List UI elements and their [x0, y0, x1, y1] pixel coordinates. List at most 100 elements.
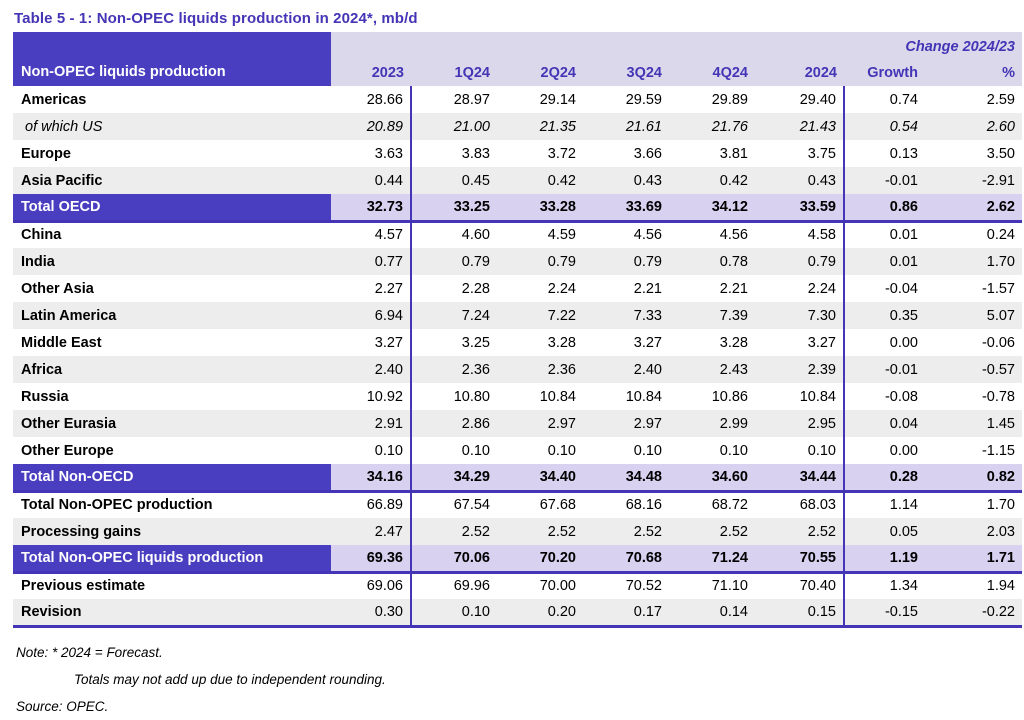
- value-cell: -0.04: [884, 280, 918, 297]
- column-header-3q24: 3Q24: [583, 58, 669, 86]
- column-header-2q24: 2Q24: [497, 58, 583, 86]
- value-cell: 10.84: [539, 388, 576, 405]
- row-label: Total Non-OPEC production: [21, 497, 213, 514]
- value-cell: 33.59: [755, 194, 845, 223]
- value-cell: 2.62: [925, 194, 1022, 223]
- value-cell: 28.97: [453, 91, 490, 108]
- row-label: India: [13, 248, 331, 275]
- footnotes: Note: * 2024 = Forecast. Totals may not …: [16, 639, 1024, 720]
- value-cell: 2.52: [755, 518, 845, 545]
- value-cell: 3.25: [461, 334, 490, 351]
- value-cell: 10.92: [331, 383, 412, 410]
- value-cell: 0.05: [844, 518, 925, 545]
- note-rounding: Totals may not add up due to independent…: [74, 671, 386, 687]
- value-cell: 7.24: [411, 302, 497, 329]
- value-cell: 10.84: [755, 383, 845, 410]
- value-cell: 3.27: [331, 329, 412, 356]
- value-cell: 33.28: [497, 194, 583, 223]
- value-cell: 3.75: [755, 140, 845, 167]
- value-cell: 2.24: [755, 275, 845, 302]
- value-cell: 68.72: [711, 497, 748, 514]
- table-row: Americas 28.66 28.97 29.14 29.59 29.89 29.40 0.…: [13, 86, 1022, 113]
- value-cell: 67.68: [539, 497, 576, 514]
- value-cell: 1.14: [889, 497, 918, 514]
- table-row: China 4.57 4.60 4.59 4.56 4.56 4.58 0.01 0.24: [13, 221, 1022, 248]
- value-cell: 0.10: [411, 599, 497, 628]
- table-row: of which US 20.89 21.00 21.35 21.61 21.76 21.4…: [13, 113, 1022, 140]
- value-cell: 3.27: [755, 329, 845, 356]
- value-cell: 7.22: [497, 302, 583, 329]
- table-row: Revision 0.30 0.10 0.20 0.17 0.14 0.15 -0.15 -0.…: [13, 599, 1022, 628]
- value-cell: 21.61: [583, 113, 669, 140]
- row-label: Asia Pacific: [13, 167, 331, 194]
- table-header: Non-OPEC liquids production Change 2024/…: [13, 32, 1022, 86]
- table-row: Russia 10.92 10.80 10.84 10.84 10.86 10.84 -0.0…: [13, 383, 1022, 410]
- value-cell: 2.24: [547, 280, 576, 297]
- row-label: Russia: [21, 388, 69, 405]
- row-label: Processing gains: [13, 518, 331, 545]
- value-cell: 0.45: [411, 167, 497, 194]
- value-cell: 70.52: [625, 578, 662, 595]
- row-label: Other Eurasia: [13, 410, 331, 437]
- value-cell: 7.39: [669, 302, 755, 329]
- value-cell: -0.08: [884, 388, 918, 405]
- value-cell: 0.17: [583, 599, 669, 628]
- value-cell: 0.79: [497, 248, 583, 275]
- value-cell: 3.72: [547, 145, 576, 162]
- row-label: Other Europe: [21, 442, 114, 459]
- value-cell: 34.12: [669, 194, 755, 223]
- value-cell: 2.36: [411, 356, 497, 383]
- table-row: Processing gains 2.47 2.52 2.52 2.52 2.52 2.52…: [13, 518, 1022, 545]
- table-body: Americas 28.66 28.97 29.14 29.59 29.89 29.40 0.…: [13, 86, 1022, 628]
- value-cell: 34.44: [755, 464, 845, 493]
- value-cell: -0.06: [981, 334, 1015, 351]
- value-cell: 0.01: [889, 227, 918, 244]
- table-row: Total OECD 32.73 33.25 33.28 33.69 34.12 33.59…: [13, 194, 1022, 223]
- value-cell: -0.15: [844, 599, 925, 628]
- value-cell: 70.55: [755, 545, 845, 574]
- value-cell: -2.91: [925, 167, 1022, 194]
- value-cell: 34.60: [669, 464, 755, 493]
- value-cell: 4.59: [547, 227, 576, 244]
- value-cell: 29.14: [539, 91, 576, 108]
- row-label: Africa: [13, 356, 331, 383]
- value-cell: 3.50: [986, 145, 1015, 162]
- value-cell: 21.00: [411, 113, 497, 140]
- value-cell: 71.10: [711, 578, 748, 595]
- value-cell: 0.54: [844, 113, 925, 140]
- value-cell: 0.14: [669, 599, 755, 628]
- value-cell: 3.81: [719, 145, 748, 162]
- value-cell: 2.52: [583, 518, 669, 545]
- table-row: Total Non-OPEC production 66.89 67.54 67.68…: [13, 491, 1022, 518]
- value-cell: 32.73: [331, 194, 412, 223]
- value-cell: 0.10: [331, 437, 412, 464]
- value-cell: 0.43: [583, 167, 669, 194]
- table-row: Other Europe 0.10 0.10 0.10 0.10 0.10 0.10 0.00…: [13, 437, 1022, 464]
- value-cell: 34.48: [583, 464, 669, 493]
- value-cell: 0.79: [583, 248, 669, 275]
- value-cell: 10.80: [453, 388, 490, 405]
- header-row-columns: 2023 1Q24 2Q24 3Q24 4Q24 2024 Growth%: [13, 58, 1022, 86]
- note-forecast: Note: * 2024 = Forecast.: [16, 644, 163, 660]
- value-cell: 4.56: [719, 227, 748, 244]
- value-cell: 0.82: [925, 464, 1022, 493]
- value-cell: 29.40: [755, 86, 845, 113]
- value-cell: 2.91: [331, 410, 412, 437]
- table-row: Previous estimate 69.06 69.96 70.00 70.52 71.…: [13, 572, 1022, 599]
- row-label: Americas: [21, 91, 87, 108]
- value-cell: 0.00: [889, 334, 918, 351]
- value-cell: 2.52: [411, 518, 497, 545]
- value-cell: -0.57: [925, 356, 1022, 383]
- value-cell: 2.86: [411, 410, 497, 437]
- value-cell: 6.94: [331, 302, 412, 329]
- column-header-growth: Growth: [844, 58, 925, 86]
- table-row: Middle East 3.27 3.25 3.28 3.27 3.28 3.27 0.00 -…: [13, 329, 1022, 356]
- value-cell: 0.10: [633, 442, 662, 459]
- value-cell: 0.74: [889, 91, 918, 108]
- row-label: Previous estimate: [21, 578, 146, 595]
- value-cell: 21.76: [669, 113, 755, 140]
- value-cell: 3.28: [547, 334, 576, 351]
- value-cell: 21.43: [755, 113, 845, 140]
- row-label: of which US: [13, 113, 331, 140]
